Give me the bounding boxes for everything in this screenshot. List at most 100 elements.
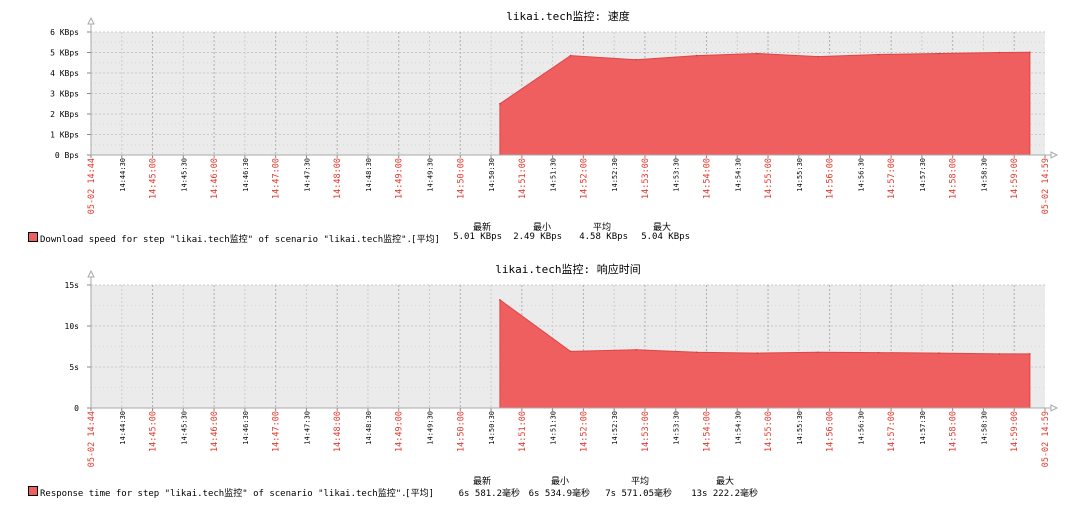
speed-stat-header-min: 最小 [532, 223, 551, 233]
response-x-tick-label: 14:45:00 [149, 411, 159, 452]
speed-data-point [998, 51, 1001, 54]
speed-x-tick-label: 14:50:30 [488, 158, 496, 192]
speed-x-tick-label: 14:48:30 [365, 158, 373, 192]
response-data-point [998, 353, 1001, 355]
speed-x-tick-label: 14:44:30 [119, 158, 127, 192]
response-x-tick-label: 14:57:00 [887, 411, 897, 452]
speed-x-tick-label: 14:57:00 [887, 158, 897, 199]
speed-x-tick-label: 14:51:00 [518, 158, 528, 199]
response-x-tick-label: 14:57:30 [919, 411, 927, 445]
response-data-point [817, 351, 819, 354]
speed-y-tick-label: 0 Bps [55, 151, 79, 160]
response-x-tick-label: 14:53:00 [641, 411, 651, 452]
response-legend-swatch [28, 486, 38, 496]
speed-stat-avg: 4.58 KBps [579, 232, 628, 242]
speed-x-tick-label: 14:52:00 [579, 158, 589, 199]
speed-series-area [499, 51, 1031, 156]
speed-data-point [1029, 51, 1031, 54]
response-x-tick-label: 14:54:00 [702, 411, 712, 452]
response-data-point [695, 351, 698, 354]
speed-x-tick-label: 14:56:30 [857, 158, 865, 192]
response-x-tick-label: 14:58:00 [949, 411, 959, 452]
response-data-point [1029, 353, 1031, 355]
response-x-tick-label: 14:55:00 [764, 411, 774, 452]
speed-data-point [756, 52, 759, 55]
speed-x-tick-label: 14:50:00 [456, 158, 466, 199]
response-x-tick-label: 14:44:30 [119, 411, 127, 445]
speed-x-tick-label: 05-02 14:44 [87, 158, 97, 214]
speed-y-tick-label: 5 KBps [50, 49, 79, 58]
response-x-tick-label: 14:45:30 [180, 411, 188, 445]
speed-y-tick-label: 1 KBps [50, 131, 79, 140]
response-x-tick-label: 14:48:30 [365, 411, 373, 445]
response-stat-header-last: 最新 [472, 477, 491, 487]
response-x-tick-label: 14:56:00 [826, 411, 836, 452]
speed-x-tick-label: 14:54:30 [734, 158, 742, 192]
response-data-point [499, 298, 501, 301]
response-x-tick-label: 05-02 14:59 [1041, 411, 1051, 467]
speed-data-point [635, 58, 637, 61]
speed-stat-header-avg: 平均 [592, 223, 611, 233]
response-x-tick-label: 14:59:00 [1010, 411, 1020, 452]
speed-x-tick-label: 14:54:00 [702, 158, 712, 199]
speed-y-tick-label: 2 KBps [50, 110, 79, 119]
response-stat-min: 6s 534.9毫秒 [528, 489, 590, 499]
speed-data-point [499, 102, 501, 105]
speed-stat-header-last: 最新 [472, 223, 491, 233]
speed-y-tick-label: 6 KBps [50, 28, 79, 37]
speed-x-tick-label: 14:53:30 [673, 158, 681, 192]
response-stat-header-avg: 平均 [630, 477, 649, 487]
response-chart-title: likai.tech监控: 响应时间 [495, 262, 640, 276]
response-legend-label: Response time for step "likai.tech监控" of… [40, 489, 407, 499]
response-x-axis-arrow [1050, 404, 1059, 412]
response-stat-max: 13s 222.2毫秒 [691, 489, 758, 499]
speed-x-tick-label: 14:58:00 [949, 158, 959, 199]
response-x-tick-label: 14:52:30 [611, 411, 619, 445]
speed-legend-label: Download speed for step "likai.tech监控" o… [40, 235, 412, 245]
speed-x-tick-label: 14:47:00 [272, 158, 282, 199]
response-stat-tag: [平均] [405, 489, 434, 499]
response-data-point [877, 351, 880, 354]
response-data-point [569, 350, 572, 353]
response-x-tick-label: 14:50:30 [488, 411, 496, 445]
speed-y-tick-label: 3 KBps [50, 90, 79, 99]
speed-x-tick-label: 14:52:30 [611, 158, 619, 192]
speed-data-point [695, 54, 698, 57]
speed-y-tick-label: 4 KBps [50, 69, 79, 78]
response-stat-header-min: 最小 [550, 477, 569, 487]
speed-x-axis-arrow [1050, 151, 1059, 159]
response-x-tick-label: 14:55:30 [796, 411, 804, 445]
speed-stat-last: 5.01 KBps [453, 232, 502, 242]
response-x-tick-label: 14:46:00 [210, 411, 220, 452]
speed-stat-header-max: 最大 [652, 223, 671, 233]
speed-data-point [938, 52, 940, 55]
response-data-point [938, 352, 940, 354]
response-y-tick-label: 0 [74, 404, 79, 413]
response-y-tick-label: 10s [65, 322, 80, 331]
response-x-tick-label: 14:56:30 [857, 411, 865, 445]
speed-x-tick-label: 14:53:00 [641, 158, 651, 199]
response-x-tick-label: 14:46:30 [242, 411, 250, 445]
speed-legend-swatch [28, 232, 38, 242]
speed-data-point [817, 55, 819, 58]
speed-stat-tag: [平均] [411, 235, 440, 245]
speed-x-tick-label: 14:48:00 [333, 158, 343, 199]
speed-stat-max: 5.04 KBps [641, 232, 690, 242]
speed-chart-title: likai.tech监控: 速度 [506, 9, 629, 23]
response-x-tick-label: 14:51:00 [518, 411, 528, 452]
response-data-point [756, 352, 759, 354]
speed-y-axis-arrow [87, 16, 95, 25]
response-x-tick-label: 14:49:30 [427, 411, 435, 445]
speed-x-tick-label: 14:58:30 [980, 158, 988, 192]
response-x-tick-label: 14:47:30 [303, 411, 311, 445]
response-x-tick-label: 14:51:30 [550, 411, 558, 445]
response-x-tick-label: 14:49:00 [395, 411, 405, 452]
speed-x-tick-label: 14:46:30 [242, 158, 250, 192]
speed-x-tick-label: 14:45:30 [180, 158, 188, 192]
speed-x-tick-label: 14:55:30 [796, 158, 804, 192]
speed-legend: Download speed for step "likai.tech监控" o… [28, 232, 412, 262]
response-stat-header-max: 最大 [715, 477, 734, 487]
response-y-tick-label: 15s [65, 281, 80, 290]
speed-stat-min: 2.49 KBps [513, 232, 562, 242]
